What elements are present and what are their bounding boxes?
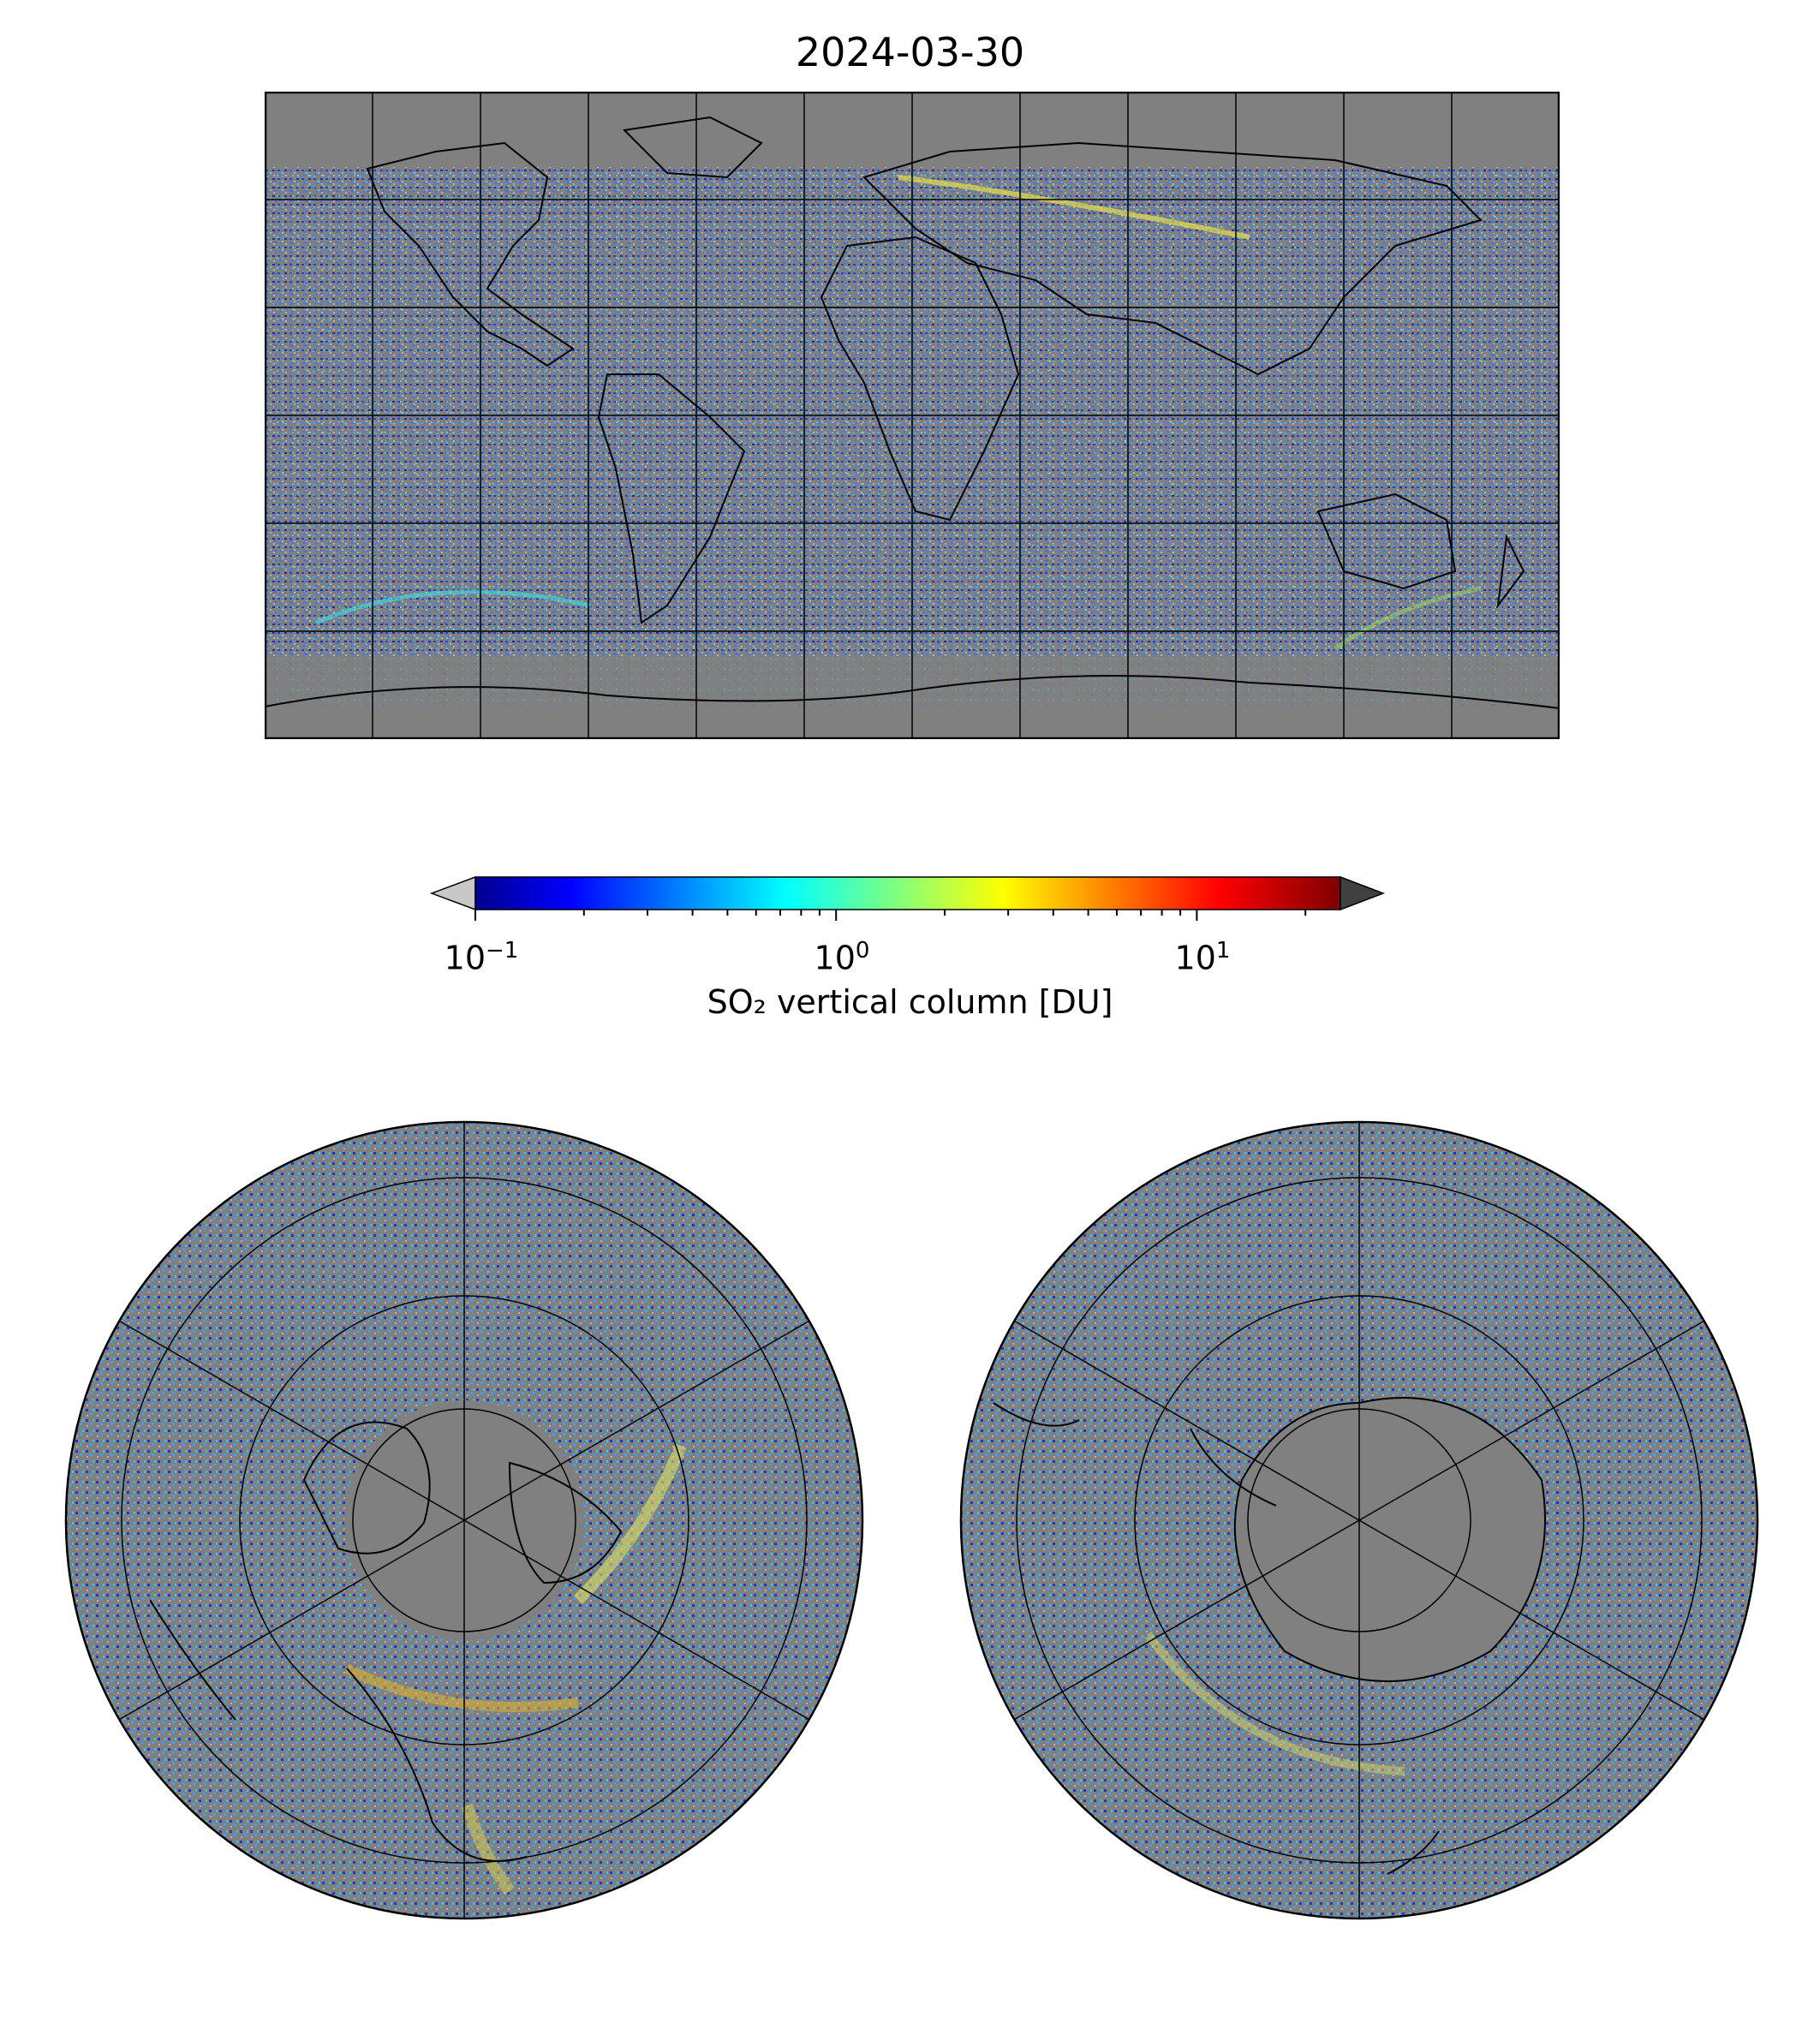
colorbar-tick-label: 10−1 <box>444 938 519 977</box>
gridlines <box>265 92 1560 739</box>
south-polar-so2-map <box>959 1120 1759 1920</box>
colorbar-label: SO₂ vertical column [DU] <box>707 983 1113 1021</box>
map-frame <box>64 1120 864 1920</box>
colorbar-gradient <box>474 876 1341 910</box>
figure-title: 2024-03-30 <box>795 29 1025 75</box>
colorbar <box>429 875 1386 921</box>
coastlines <box>993 1397 1546 1875</box>
colorbar-over-extension <box>1340 875 1386 911</box>
global-so2-map <box>265 92 1560 739</box>
coastlines <box>265 116 1560 709</box>
colorbar-tick-label: 100 <box>814 938 870 977</box>
colorbar-under-extension <box>429 875 476 911</box>
colorbar-tick-label: 101 <box>1174 938 1231 977</box>
north-polar-so2-map <box>64 1120 864 1920</box>
map-frame <box>265 92 1560 739</box>
coastlines <box>149 1421 623 1862</box>
gridlines <box>1011 1122 1707 1919</box>
gridlines <box>116 1122 812 1919</box>
colorbar-ticks <box>474 910 1307 921</box>
map-frame <box>959 1120 1759 1920</box>
